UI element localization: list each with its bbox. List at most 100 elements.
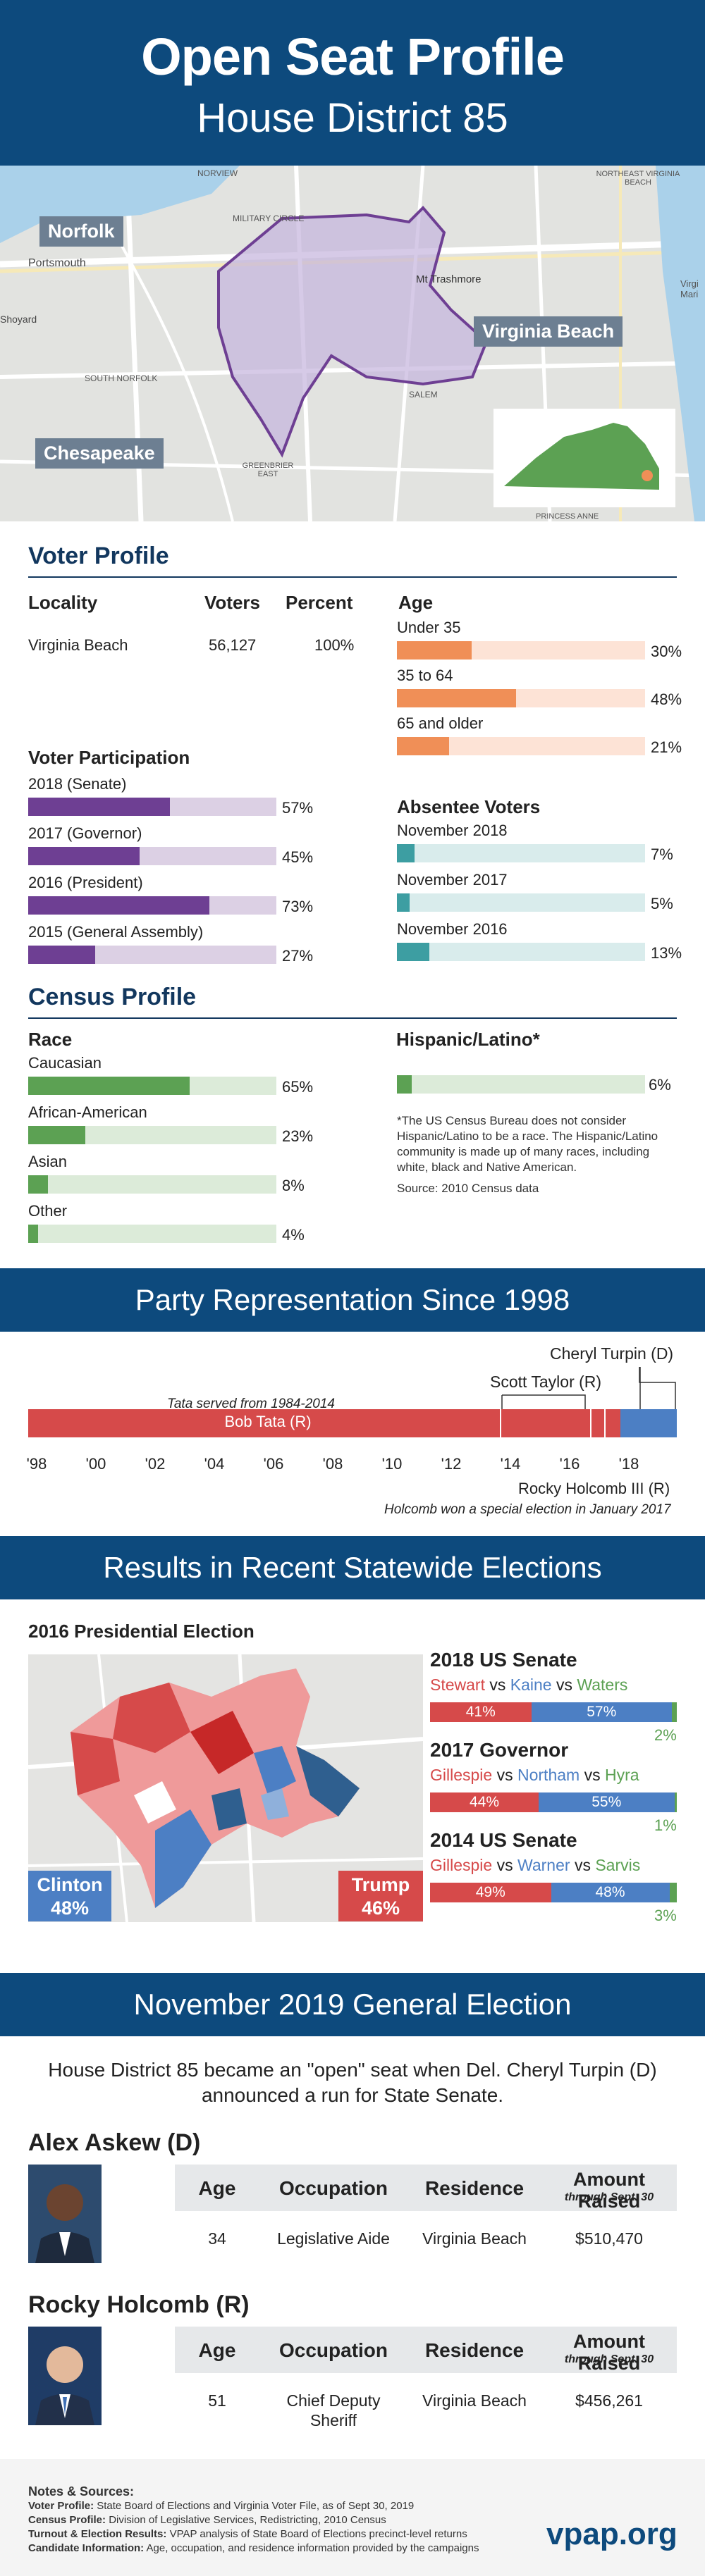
page-title: Open Seat Profile — [141, 27, 565, 86]
results-band-title: Results in Recent Statewide Elections — [0, 1536, 705, 1599]
candidate-1-header-row — [175, 2165, 677, 2211]
race-bar-fill-1 — [28, 1126, 85, 1144]
race-label-3: Other — [28, 1202, 68, 1220]
race-2-name-4: Sarvis — [595, 1856, 641, 1874]
race-bar-o-2 — [669, 1883, 677, 1902]
race-2-name-2: Warner — [517, 1856, 570, 1874]
race-bar-1 — [28, 1126, 276, 1144]
participation-pct-1: 45% — [282, 848, 314, 866]
map-label-south-norfolk: SOUTH NORFOLK — [85, 373, 158, 383]
race-2-name-1: vs — [496, 1856, 513, 1874]
c1-header-occupation: Occupation — [278, 2177, 388, 2199]
pres-title: 2016 Presidential Election — [28, 1621, 255, 1642]
hispanic-footnote: *The US Census Bureau does not consider … — [397, 1114, 658, 1174]
race-bar-r-2: 49% — [430, 1883, 551, 1902]
clinton-pct: 48% — [50, 1897, 90, 1919]
candidate-1-photo — [28, 2165, 102, 2263]
timeline-year-2: '02 — [145, 1455, 166, 1473]
race-bar-2: 49% 48% — [430, 1883, 677, 1902]
map-label-shoyard: Shoyard — [0, 314, 37, 325]
absentee-pct-1: 5% — [651, 895, 673, 912]
label-bob-tata: Bob Tata (R) — [224, 1413, 312, 1430]
map-label-northeast: NORTHEAST VIRGINIA BEACH — [596, 170, 680, 187]
timeline-year-3: '04 — [204, 1455, 225, 1473]
absentee-bar-0 — [397, 844, 645, 862]
race-0-name-2: Kaine — [510, 1676, 552, 1694]
c1-header-amount-note: through Sept. 30 — [564, 2191, 654, 2203]
clinton-box: Clinton 48% — [28, 1871, 111, 1921]
percent-header: Percent — [286, 592, 353, 613]
map-label-virginia-beach: Virginia Beach — [474, 316, 623, 347]
candidate-1-photo-graphic — [28, 2165, 102, 2263]
race-bar-d-0: 57% — [531, 1702, 672, 1722]
c1-header-amount: Amount Raised — [573, 2169, 645, 2212]
label-scott-taylor: Scott Taylor (R) — [490, 1373, 602, 1391]
notes-line-2: Turnout & Election Results: VPAP analysi… — [28, 2528, 467, 2540]
notes-value-0: State Board of Elections and Virginia Vo… — [94, 2500, 415, 2512]
absentee-pct-2: 13% — [651, 944, 682, 962]
participation-bar-2 — [28, 896, 276, 915]
race-0-name-3: vs — [556, 1676, 572, 1694]
voters-header: Voters — [204, 592, 260, 613]
general-intro: House District 85 became an "open" seat … — [48, 2059, 657, 2106]
timeline-year-1: '00 — [85, 1455, 106, 1473]
race-0-name-4: Waters — [577, 1676, 628, 1694]
race-1-name-0: Gillespie — [430, 1766, 493, 1784]
notes-line-1: Census Profile: Division of Legislative … — [28, 2514, 386, 2526]
c1-amount: $510,470 — [575, 2229, 643, 2248]
timeline-year-10: '18 — [618, 1455, 639, 1473]
race-third-pct-2: 3% — [654, 1907, 677, 1924]
race-bar-2 — [28, 1175, 276, 1194]
c1-occupation: Legislative Aide — [277, 2229, 390, 2248]
voter-profile-title: Voter Profile — [28, 543, 169, 569]
hispanic-title: Hispanic/Latino* — [396, 1029, 540, 1050]
participation-title: Voter Participation — [28, 747, 190, 768]
party-timeline — [28, 1367, 677, 1437]
participation-bar-fill-3 — [28, 946, 96, 964]
absentee-bar-fill-1 — [397, 893, 410, 912]
party-band-title: Party Representation Since 1998 — [0, 1268, 705, 1332]
race-title-1: 2017 Governor — [430, 1739, 569, 1761]
c1-header-residence: Residence — [424, 2177, 525, 2199]
race-1-name-1: vs — [496, 1766, 513, 1784]
race-1-name-2: Northam — [517, 1766, 580, 1784]
c2-age: 51 — [208, 2391, 226, 2410]
clinton-name: Clinton — [37, 1874, 103, 1895]
c2-occupation-line1: Chief Deputy — [286, 2391, 381, 2410]
map-label-princess-anne: PRINCESS ANNE — [536, 512, 599, 521]
vpap-logo: vpap.org — [546, 2517, 678, 2551]
race-label-2: Asian — [28, 1153, 68, 1170]
race-bar-fill-2 — [28, 1175, 49, 1194]
participation-pct-0: 57% — [282, 799, 314, 817]
age-label-2: 65 and older — [397, 714, 484, 732]
participation-label-2: 2016 (President) — [28, 874, 143, 891]
race-2-name-0: Gillespie — [430, 1856, 493, 1874]
pres-map-graphic — [28, 1654, 423, 1922]
participation-bar-0 — [28, 798, 276, 816]
map-label-norfolk: Norfolk — [39, 216, 123, 247]
age-pct-2: 21% — [651, 738, 682, 756]
trump-pct: 46% — [361, 1897, 400, 1919]
voters-value: 56,127 — [209, 636, 257, 654]
race-candidates-0: Stewart vs Kaine vs Waters — [430, 1676, 627, 1695]
header: Open Seat Profile House District 85 — [0, 0, 705, 166]
participation-label-1: 2017 (Governor) — [28, 824, 142, 842]
notes-key-1: Census Profile: — [28, 2514, 106, 2526]
candidate-2-name: Rocky Holcomb (R) — [28, 2291, 250, 2318]
label-rocky-holcomb: Rocky Holcomb III (R) — [518, 1480, 670, 1497]
race-third-pct-0: 2% — [654, 1726, 677, 1744]
race-bar-o-1 — [674, 1792, 677, 1812]
participation-pct-3: 27% — [282, 947, 314, 965]
locality-header: Locality — [28, 592, 98, 613]
c2-occupation-line2: Sheriff — [309, 2411, 357, 2429]
map-label-mt-trashmore: Mt Trashmore — [416, 273, 482, 285]
candidate-2-photo-graphic — [28, 2327, 102, 2425]
census-title: Census Profile — [28, 984, 197, 1010]
page-subtitle: House District 85 — [197, 95, 508, 141]
age-pct-0: 30% — [651, 643, 682, 660]
hispanic-pct: 6% — [649, 1076, 671, 1094]
map-label-military-circle: MILITARY CIRCLE — [233, 213, 305, 223]
race-bar-fill-3 — [28, 1225, 39, 1243]
notes-key-0: Voter Profile: — [28, 2500, 94, 2512]
